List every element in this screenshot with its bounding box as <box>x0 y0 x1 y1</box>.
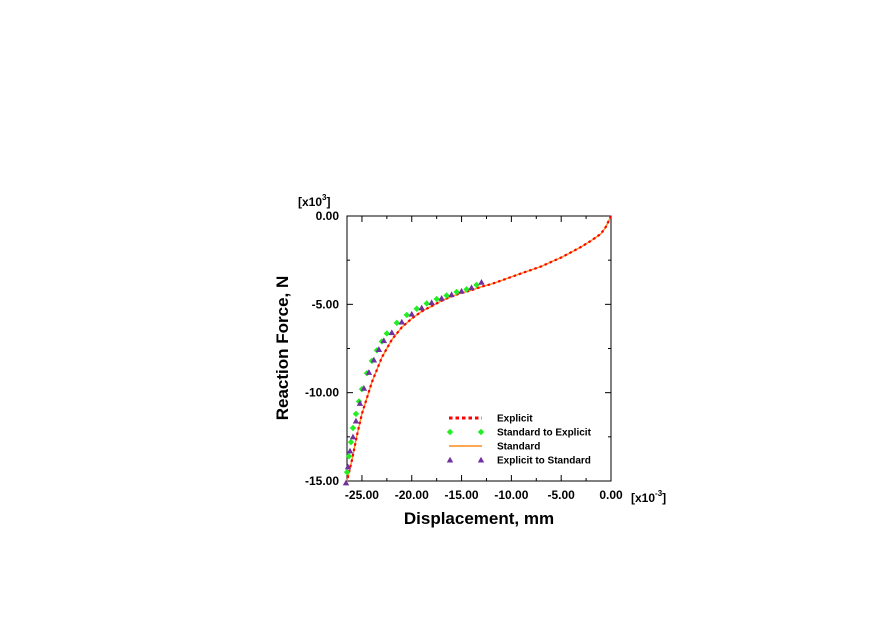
data-point-standard-to-explicit <box>413 305 420 312</box>
x-axis-title: Displacement, mm <box>404 509 554 528</box>
x-multiplier-exp: -3 <box>655 489 663 498</box>
data-point-explicit-to-standard <box>380 337 388 344</box>
data-point-explicit-to-standard <box>478 279 485 285</box>
data-point-standard-to-explicit <box>453 288 460 296</box>
data-point-explicit-to-standard <box>438 294 445 301</box>
x-tick-label: -10.00 <box>494 488 528 502</box>
data-point-explicit-to-standard <box>365 369 373 375</box>
data-point-explicit-to-standard <box>346 447 354 454</box>
legend-label: Explicit <box>497 414 533 425</box>
x-tick-label: -5.00 <box>548 488 576 502</box>
x-tick-label: 0.00 <box>599 488 623 502</box>
legend: Explicit Standard to Explicit Standard Expl… <box>446 414 592 467</box>
data-point-explicit-to-standard <box>356 400 364 406</box>
data-point-explicit-to-standard <box>342 479 350 486</box>
data-point-explicit-to-standard <box>360 385 368 391</box>
data-point-explicit-to-standard <box>408 310 415 317</box>
data-point-explicit-to-standard <box>344 463 352 470</box>
data-point-explicit-to-standard <box>352 417 360 424</box>
data-point-standard-to-explicit <box>383 330 391 337</box>
data-point-explicit-to-standard <box>468 284 475 291</box>
data-point-standard-to-explicit <box>352 410 360 418</box>
x-axis-multiplier: [x10-3] <box>631 489 666 505</box>
x-multiplier-close: ] <box>662 491 666 505</box>
data-point-standard-to-explicit <box>463 286 470 293</box>
y-tick-label: -15.00 <box>305 474 339 488</box>
data-point-explicit-to-standard <box>458 287 465 294</box>
legend-swatch-standard-to-explicit <box>446 428 454 436</box>
data-point-explicit-to-standard <box>418 304 425 311</box>
data-point-explicit-to-standard <box>448 291 455 298</box>
x-multiplier-base: [x10 <box>631 491 655 505</box>
data-point-standard-to-explicit <box>473 281 480 289</box>
x-tick-label: -20.00 <box>395 488 429 502</box>
legend-label: Standard <box>497 442 540 453</box>
x-tick-label: -15.00 <box>445 488 479 502</box>
y-tick-label: 0.00 <box>316 209 340 223</box>
y-multiplier-close: ] <box>326 195 330 209</box>
y-axis-multiplier: [x103] <box>298 193 330 209</box>
x-tick-labels: -25.00 -20.00 -15.00 -10.00 -5.00 0.00 <box>345 488 623 502</box>
data-point-explicit-to-standard <box>370 356 378 363</box>
y-tick-labels: 0.00 -5.00 -10.00 -15.00 <box>305 209 339 488</box>
data-point-explicit-to-standard <box>398 318 405 325</box>
y-multiplier-exp: 3 <box>322 193 327 202</box>
data-point-standard-to-explicit <box>393 319 401 327</box>
data-point-standard-to-explicit <box>433 295 440 303</box>
x-tick-label: -25.00 <box>345 488 379 502</box>
legend-label: Standard to Explicit <box>497 428 592 439</box>
data-point-standard-to-explicit <box>403 311 410 319</box>
legend-swatch-explicit-to-standard <box>477 456 485 463</box>
legend-swatch-standard-to-explicit <box>477 428 485 436</box>
data-point-explicit-to-standard <box>349 433 357 440</box>
series-line-standard <box>346 215 612 482</box>
y-tick-label: -10.00 <box>305 386 339 400</box>
data-point-standard-to-explicit <box>345 453 353 460</box>
data-point-standard-to-explicit <box>347 438 355 446</box>
series-line-explicit <box>345 215 612 482</box>
data-point-standard-to-explicit <box>423 300 430 307</box>
data-point-standard-to-explicit <box>349 424 357 432</box>
series-layer <box>342 215 612 486</box>
data-point-explicit-to-standard <box>375 346 383 352</box>
legend-label: Explicit to Standard <box>497 456 591 467</box>
data-point-explicit-to-standard <box>388 329 396 336</box>
data-point-standard-to-explicit <box>443 292 450 299</box>
data-point-explicit-to-standard <box>428 299 435 306</box>
data-point-standard-to-explicit <box>343 468 351 476</box>
y-tick-label: -5.00 <box>312 297 340 311</box>
y-axis-title: Reaction Force, N <box>273 276 292 421</box>
legend-swatch-explicit-to-standard <box>446 456 454 463</box>
y-multiplier-base: [x10 <box>298 195 322 209</box>
